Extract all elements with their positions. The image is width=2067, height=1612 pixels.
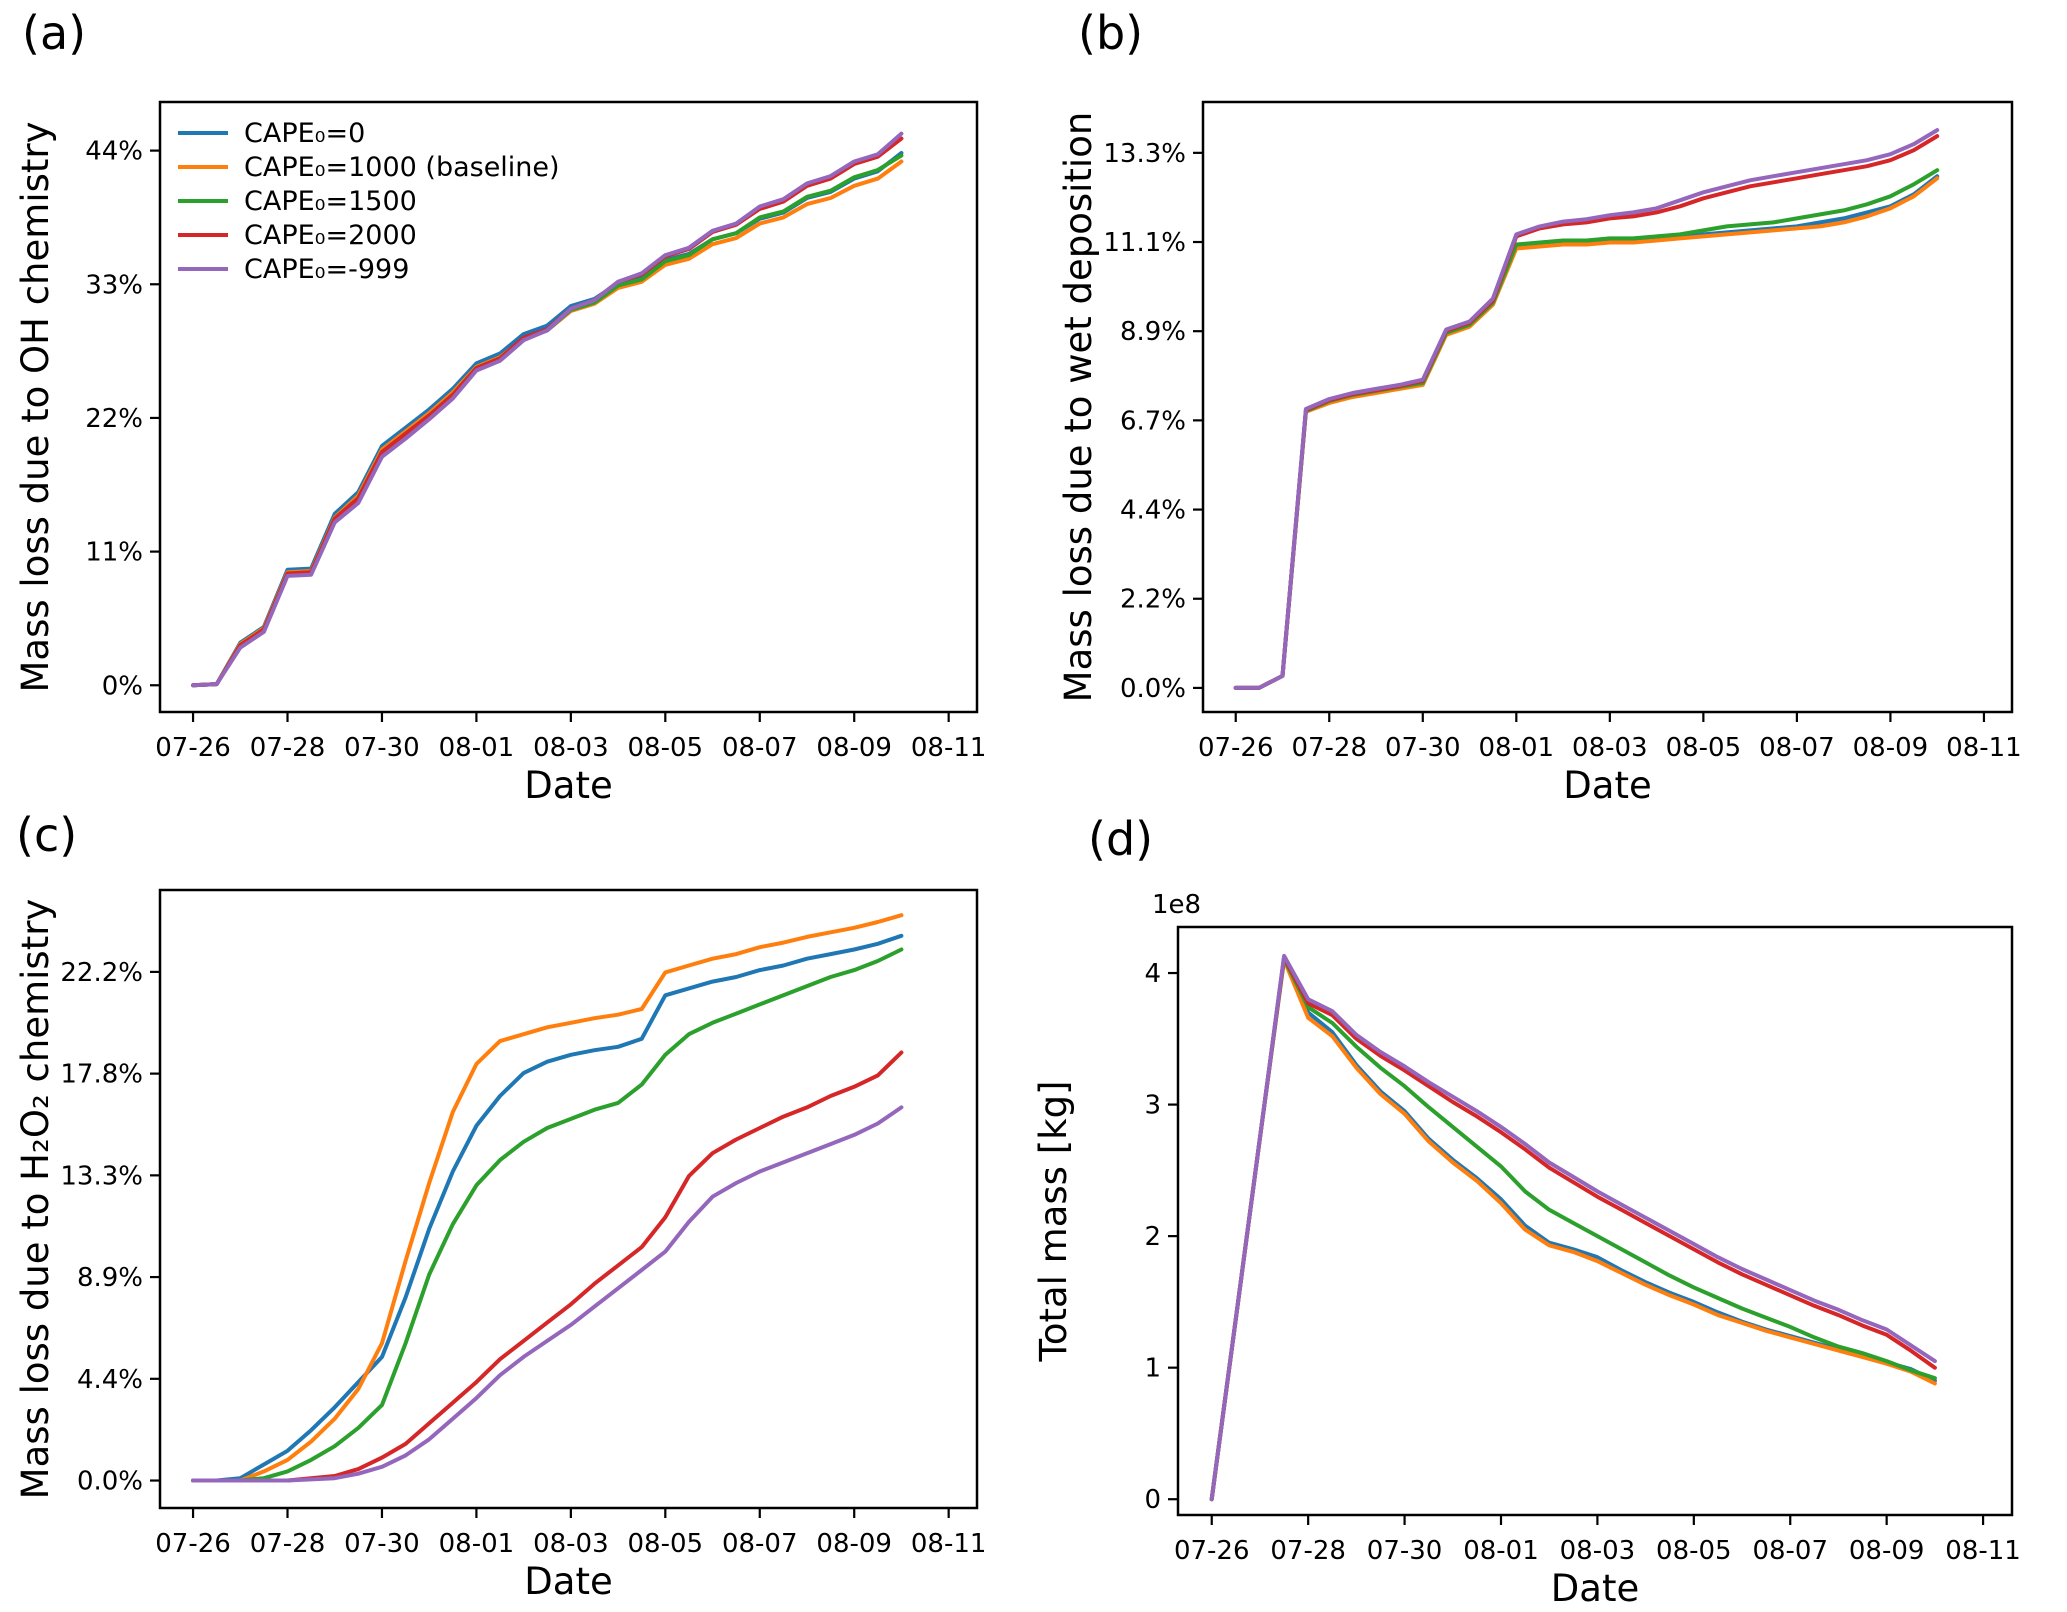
y-axis-label: Mass loss due to wet deposition — [1057, 112, 1100, 703]
axes-box — [158, 888, 979, 1510]
y-tick-label: 44% — [85, 137, 143, 167]
x-tick-label: 08-09 — [816, 733, 892, 763]
x-tick-label: 08-03 — [1572, 733, 1648, 763]
series-line-CAPE=1000baseline — [1233, 176, 1940, 690]
x-tick-label: 07-28 — [250, 733, 326, 763]
y-tick-label: 22.2% — [60, 958, 143, 988]
panel-label-d: (d) — [1088, 812, 1154, 866]
y-tick-label: 4 — [1144, 959, 1161, 989]
y-tick-label: 22% — [85, 404, 143, 434]
y-tick-label: 13.3% — [60, 1161, 143, 1191]
series-line-CAPE=2000 — [1209, 955, 1937, 1502]
x-axis-label: Date — [524, 1560, 612, 1603]
y-tick-label: 0.0% — [77, 1467, 143, 1497]
axes-box — [1176, 925, 2014, 1517]
x-tick-label: 07-30 — [344, 733, 420, 763]
x-tick-label: 08-03 — [1560, 1536, 1636, 1566]
x-tick-label: 08-05 — [628, 1529, 704, 1559]
y-tick-label: 0% — [102, 671, 143, 701]
panel-label-b: (b) — [1078, 6, 1144, 60]
x-tick-label: 08-09 — [1853, 733, 1929, 763]
series-line-CAPE=1500 — [1209, 956, 1937, 1502]
y-tick-label: 4.4% — [77, 1365, 143, 1395]
y-tick-label: 33% — [85, 270, 143, 300]
x-tick-label: 08-07 — [1752, 1536, 1828, 1566]
x-tick-label: 08-07 — [1759, 733, 1835, 763]
series-line-CAPE=0 — [1233, 174, 1940, 690]
axes-box — [158, 100, 979, 714]
y-tick-label: 8.9% — [1120, 317, 1186, 347]
x-tick-label: 08-01 — [439, 733, 515, 763]
x-tick-label: 08-11 — [1946, 733, 2022, 763]
series-line-CAPE=1500 — [191, 947, 904, 1483]
panel-label-a: (a) — [22, 6, 87, 60]
legend-label: CAPE₀=1000 (baseline) — [244, 152, 560, 183]
panel-label-c: (c) — [16, 808, 78, 862]
x-tick-label: 07-30 — [344, 1529, 420, 1559]
x-tick-label: 07-26 — [155, 1529, 231, 1559]
x-axis-label: Date — [524, 764, 612, 807]
y-tick-label: 0.0% — [1120, 674, 1186, 704]
series-line-CAPE=-999 — [191, 1105, 904, 1483]
x-tick-label: 07-26 — [1198, 733, 1274, 763]
x-axis-label: Date — [1551, 1567, 1639, 1610]
x-tick-label: 08-05 — [628, 733, 704, 763]
x-tick-label: 07-26 — [155, 733, 231, 763]
x-tick-label: 07-28 — [1270, 1536, 1346, 1566]
x-tick-label: 07-30 — [1367, 1536, 1443, 1566]
x-tick-label: 08-11 — [911, 733, 987, 763]
y-tick-label: 0 — [1144, 1485, 1161, 1515]
x-tick-label: 08-01 — [1479, 733, 1555, 763]
y-tick-label: 1 — [1144, 1354, 1161, 1384]
x-axis-label: Date — [1563, 764, 1651, 807]
y-tick-label: 17.8% — [60, 1060, 143, 1090]
x-tick-label: 07-28 — [250, 1529, 326, 1559]
series-line-CAPE=0 — [191, 933, 904, 1483]
axes-box — [1201, 100, 2014, 714]
series-line-CAPE=0 — [1209, 955, 1937, 1502]
legend-label: CAPE₀=0 — [244, 118, 365, 149]
x-tick-label: 07-26 — [1174, 1536, 1250, 1566]
y-tick-label: 2 — [1144, 1222, 1161, 1252]
x-tick-label: 08-01 — [1463, 1536, 1539, 1566]
y-tick-label: 11.1% — [1103, 228, 1186, 258]
y-tick-label: 11% — [85, 538, 143, 568]
x-tick-label: 08-05 — [1656, 1536, 1732, 1566]
y-tick-label: 13.3% — [1103, 139, 1186, 169]
x-tick-label: 08-07 — [722, 1529, 798, 1559]
x-tick-label: 08-05 — [1666, 733, 1742, 763]
y-axis-label: Mass loss due to OH chemistry — [14, 122, 57, 693]
legend-label: CAPE₀=2000 — [244, 220, 417, 251]
y-tick-label: 4.4% — [1120, 496, 1186, 526]
x-tick-label: 08-03 — [533, 1529, 609, 1559]
x-tick-label: 08-09 — [816, 1529, 892, 1559]
x-tick-label: 08-11 — [1945, 1536, 2021, 1566]
y-tick-label: 8.9% — [77, 1263, 143, 1293]
series-line-CAPE=1500 — [1233, 168, 1940, 690]
y-tick-label: 3 — [1144, 1091, 1161, 1121]
legend-label: CAPE₀=1500 — [244, 186, 417, 217]
series-line-CAPE=-999 — [1233, 128, 1940, 690]
series-line-CAPE=-999 — [1209, 953, 1937, 1502]
x-tick-label: 08-03 — [533, 733, 609, 763]
x-tick-label: 07-28 — [1291, 733, 1367, 763]
axis-offset-text: 1e8 — [1152, 890, 1201, 920]
x-tick-label: 08-09 — [1849, 1536, 1925, 1566]
series-line-CAPE=1000baseline — [191, 913, 904, 1483]
legend-label: CAPE₀=-999 — [244, 254, 409, 285]
x-tick-label: 08-01 — [439, 1529, 515, 1559]
x-tick-label: 08-11 — [911, 1529, 987, 1559]
y-tick-label: 2.2% — [1120, 585, 1186, 615]
y-axis-label: Total mass [kg] — [1032, 1081, 1075, 1363]
series-line-CAPE=2000 — [191, 1050, 904, 1483]
series-line-CAPE=-999 — [191, 131, 904, 688]
y-tick-label: 6.7% — [1120, 406, 1186, 436]
series-line-CAPE=1000baseline — [1209, 957, 1937, 1502]
x-tick-label: 08-07 — [722, 733, 798, 763]
x-tick-label: 07-30 — [1385, 733, 1461, 763]
y-axis-label: Mass loss due to H₂O₂ chemistry — [14, 899, 57, 1500]
